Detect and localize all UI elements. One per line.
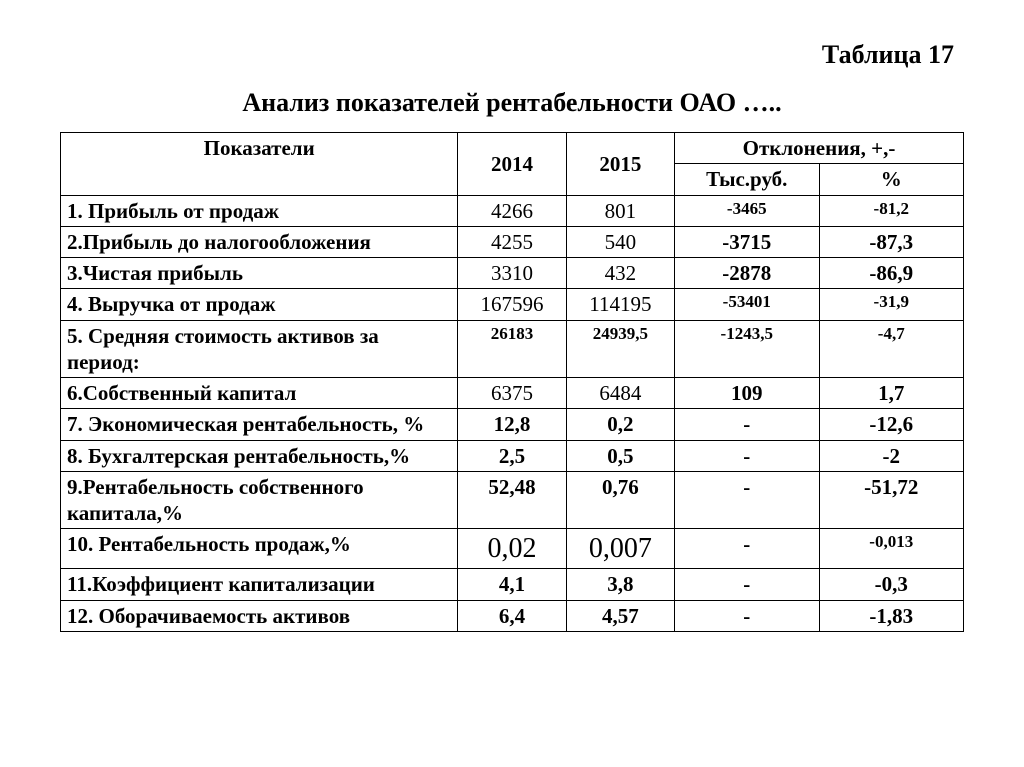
table-cell: -51,72 (819, 471, 964, 529)
table-cell: - (675, 529, 819, 569)
table-cell: 6,4 (458, 600, 566, 631)
table-cell: -2 (819, 440, 964, 471)
table-cell: -1,83 (819, 600, 964, 631)
table-cell: -53401 (675, 289, 819, 320)
col-deviation-abs: Тыс.руб. (675, 164, 819, 195)
table-cell: 5. Средняя стоимость активов за период: (61, 320, 458, 378)
table-row: 5. Средняя стоимость активов за период:2… (61, 320, 964, 378)
table-cell: - (675, 440, 819, 471)
table-header-row-1: Показатели 2014 2015 Отклонения, +,- (61, 133, 964, 164)
table-cell: - (675, 600, 819, 631)
table-cell: 4,57 (566, 600, 674, 631)
table-cell: -0,3 (819, 569, 964, 600)
table-cell: 24939,5 (566, 320, 674, 378)
table-row: 2.Прибыль до налогообложения4255540-3715… (61, 226, 964, 257)
table-cell: 540 (566, 226, 674, 257)
table-cell: -4,7 (819, 320, 964, 378)
table-cell: 7. Экономическая рентабельность, % (61, 409, 458, 440)
table-cell: 2,5 (458, 440, 566, 471)
table-row: 10. Рентабельность продаж,%0,020,007--0,… (61, 529, 964, 569)
table-cell: 0,76 (566, 471, 674, 529)
table-cell: 10. Рентабельность продаж,% (61, 529, 458, 569)
table-cell: 12. Оборачиваемость активов (61, 600, 458, 631)
table-cell: -0,013 (819, 529, 964, 569)
table-cell: 4266 (458, 195, 566, 226)
table-cell: -81,2 (819, 195, 964, 226)
table-cell: 0,5 (566, 440, 674, 471)
table-cell: 0,007 (566, 529, 674, 569)
table-cell: -3465 (675, 195, 819, 226)
table-number: Таблица 17 (60, 40, 954, 70)
table-cell: -31,9 (819, 289, 964, 320)
table-cell: -87,3 (819, 226, 964, 257)
table-cell: 0,2 (566, 409, 674, 440)
table-row: 8. Бухгалтерская рентабельность,%2,50,5-… (61, 440, 964, 471)
table-cell: 801 (566, 195, 674, 226)
profitability-table: Показатели 2014 2015 Отклонения, +,- Тыс… (60, 132, 964, 632)
table-row: 12. Оборачиваемость активов6,44,57--1,83 (61, 600, 964, 631)
page-title: Анализ показателей рентабельности ОАО ….… (60, 88, 964, 118)
table-cell: 12,8 (458, 409, 566, 440)
table-cell: 11.Коэффициент капитализации (61, 569, 458, 600)
col-year2: 2015 (566, 133, 674, 196)
table-cell: 167596 (458, 289, 566, 320)
table-cell: -86,9 (819, 258, 964, 289)
table-cell: - (675, 569, 819, 600)
table-cell: - (675, 471, 819, 529)
table-cell: 3.Чистая прибыль (61, 258, 458, 289)
table-row: 4. Выручка от продаж167596114195-53401-3… (61, 289, 964, 320)
table-row: 7. Экономическая рентабельность, %12,80,… (61, 409, 964, 440)
table-cell: -1243,5 (675, 320, 819, 378)
table-cell: 0,02 (458, 529, 566, 569)
col-year1: 2014 (458, 133, 566, 196)
table-cell: 1,7 (819, 378, 964, 409)
table-cell: 3310 (458, 258, 566, 289)
table-cell: 4. Выручка от продаж (61, 289, 458, 320)
table-cell: 2.Прибыль до налогообложения (61, 226, 458, 257)
table-row: 1. Прибыль от продаж4266801-3465-81,2 (61, 195, 964, 226)
table-row: 11.Коэффициент капитализации4,13,8--0,3 (61, 569, 964, 600)
col-deviation-pct: % (819, 164, 964, 195)
table-cell: 6375 (458, 378, 566, 409)
table-cell: 6.Собственный капитал (61, 378, 458, 409)
table-cell: 1. Прибыль от продаж (61, 195, 458, 226)
table-cell: 9.Рентабельность собственного капитала,% (61, 471, 458, 529)
table-cell: 52,48 (458, 471, 566, 529)
table-cell: 8. Бухгалтерская рентабельность,% (61, 440, 458, 471)
table-body: 1. Прибыль от продаж4266801-3465-81,22.П… (61, 195, 964, 631)
table-cell: 432 (566, 258, 674, 289)
table-cell: 4,1 (458, 569, 566, 600)
table-cell: 6484 (566, 378, 674, 409)
col-indicator: Показатели (61, 133, 458, 196)
table-cell: 4255 (458, 226, 566, 257)
col-deviation-group: Отклонения, +,- (675, 133, 964, 164)
table-cell: -3715 (675, 226, 819, 257)
table-cell: 109 (675, 378, 819, 409)
table-cell: 26183 (458, 320, 566, 378)
table-cell: 3,8 (566, 569, 674, 600)
table-cell: -2878 (675, 258, 819, 289)
table-cell: - (675, 409, 819, 440)
table-cell: -12,6 (819, 409, 964, 440)
table-row: 9.Рентабельность собственного капитала,%… (61, 471, 964, 529)
table-cell: 114195 (566, 289, 674, 320)
table-row: 3.Чистая прибыль3310432-2878-86,9 (61, 258, 964, 289)
table-row: 6.Собственный капитал637564841091,7 (61, 378, 964, 409)
